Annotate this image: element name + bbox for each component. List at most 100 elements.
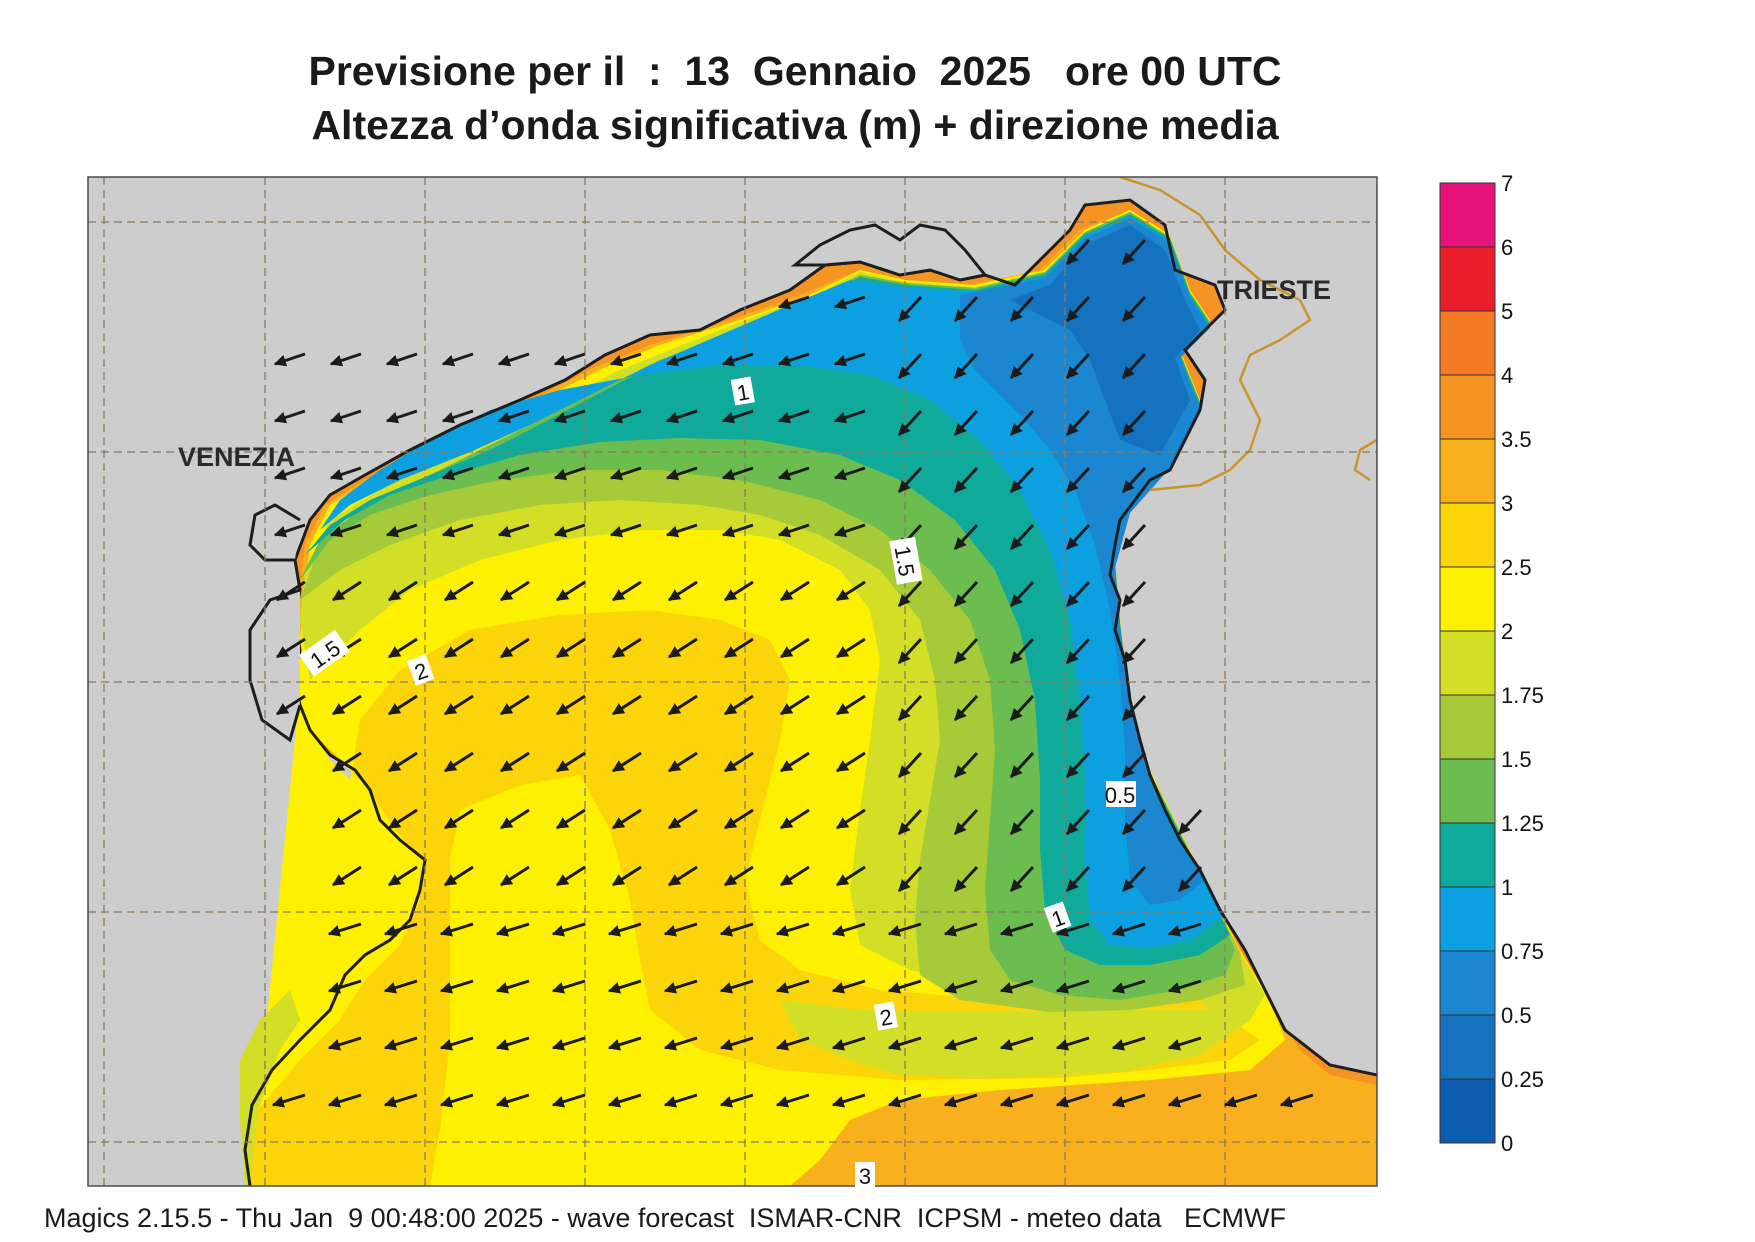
direction-arrow [441, 523, 474, 538]
direction-arrow [383, 1036, 418, 1051]
direction-arrow [897, 865, 923, 893]
direction-arrow [439, 1036, 474, 1051]
direction-arrow [383, 1093, 418, 1108]
direction-arrow [331, 865, 362, 887]
direction-arrow [273, 352, 306, 367]
direction-arrow [443, 751, 474, 773]
svg-text:1.5: 1.5 [890, 544, 920, 578]
direction-arrow [1223, 1093, 1258, 1108]
direction-arrow [275, 694, 306, 716]
band-0.25-0.5 [1010, 225, 1200, 455]
direction-arrow [553, 523, 586, 538]
direction-arrow [443, 808, 474, 830]
direction-arrow [1009, 637, 1035, 665]
direction-arrow [897, 808, 923, 836]
direction-arrow [723, 637, 754, 659]
direction-arrow [831, 979, 866, 994]
legend-swatch [1440, 247, 1495, 311]
direction-arrow [833, 523, 866, 538]
direction-arrow [723, 808, 754, 830]
direction-arrow [439, 1093, 474, 1108]
legend-swatch [1440, 887, 1495, 951]
legend-tick-label: 3 [1501, 491, 1513, 516]
direction-arrow [329, 523, 362, 538]
direction-arrow [723, 580, 754, 602]
direction-arrow [555, 580, 586, 602]
direction-arrow [385, 466, 418, 481]
direction-arrow [497, 409, 530, 424]
direction-arrow [1111, 1093, 1146, 1108]
direction-arrow [1065, 409, 1091, 437]
direction-arrow [953, 466, 979, 494]
direction-arrow [1009, 409, 1035, 437]
direction-arrow [327, 979, 362, 994]
direction-arrow [835, 637, 866, 659]
direction-arrow [719, 979, 754, 994]
direction-arrow [611, 637, 642, 659]
direction-arrow [777, 523, 810, 538]
direction-arrow [831, 1093, 866, 1108]
direction-arrow [443, 694, 474, 716]
direction-arrow [331, 694, 362, 716]
direction-arrow [1055, 979, 1090, 994]
direction-arrow [385, 409, 418, 424]
direction-arrow [555, 808, 586, 830]
band-0.75-1 [320, 216, 1225, 948]
direction-arrow [943, 1093, 978, 1108]
lagoon-shapes [248, 503, 302, 743]
direction-arrow [273, 523, 306, 538]
direction-arrow [953, 352, 979, 380]
direction-arrow [953, 751, 979, 779]
direction-arrow [1009, 751, 1035, 779]
direction-arrow [387, 751, 418, 773]
contour-label: 2 [406, 654, 435, 686]
direction-arrow [833, 466, 866, 481]
direction-arrow [779, 865, 810, 887]
direction-arrow [551, 1093, 586, 1108]
direction-arrow [1111, 922, 1146, 937]
direction-arrow [611, 580, 642, 602]
svg-text:2: 2 [878, 1004, 894, 1031]
direction-arrow [835, 580, 866, 602]
gulf-land-north [790, 223, 988, 282]
direction-arrow [551, 979, 586, 994]
direction-arrow [1009, 295, 1035, 323]
direction-arrow [835, 808, 866, 830]
legend-tick-label: 2 [1501, 619, 1513, 644]
legend-tick-label: 4 [1501, 363, 1513, 388]
direction-arrow [779, 751, 810, 773]
direction-arrow [495, 922, 530, 937]
direction-arrow [775, 1093, 810, 1108]
direction-arrow [897, 580, 923, 608]
legend-swatch [1440, 1015, 1495, 1079]
direction-arrow [777, 466, 810, 481]
contour-label: 1 [1043, 901, 1072, 933]
direction-arrow [551, 1036, 586, 1051]
direction-arrow [499, 637, 530, 659]
direction-arrow [383, 922, 418, 937]
direction-arrow [327, 1093, 362, 1108]
legend-swatch [1440, 951, 1495, 1015]
direction-arrow [721, 352, 754, 367]
direction-arrow [887, 979, 922, 994]
direction-arrow [1177, 808, 1203, 836]
direction-arrow [897, 409, 923, 437]
direction-arrow [497, 523, 530, 538]
direction-arrow [943, 922, 978, 937]
direction-arrow [553, 409, 586, 424]
title-line-2: Altezza d’onda significativa (m) + direz… [311, 102, 1279, 148]
direction-arrow [441, 466, 474, 481]
direction-arrow [555, 865, 586, 887]
direction-arrow [665, 352, 698, 367]
legend-swatch [1440, 375, 1495, 439]
direction-arrow [779, 694, 810, 716]
direction-arrow [499, 694, 530, 716]
direction-arrow [1065, 751, 1091, 779]
direction-arrow [499, 808, 530, 830]
svg-text:0.5: 0.5 [1105, 783, 1136, 808]
direction-arrow [1009, 865, 1035, 893]
direction-arrow [1009, 466, 1035, 494]
color-legend: 7 6 5 4 3.5 3 2.5 2 1.75 1.5 1.25 1 0.75 0.5 0.25 0 [1439, 171, 1544, 1156]
direction-arrow [897, 694, 923, 722]
direction-arrow [831, 1036, 866, 1051]
